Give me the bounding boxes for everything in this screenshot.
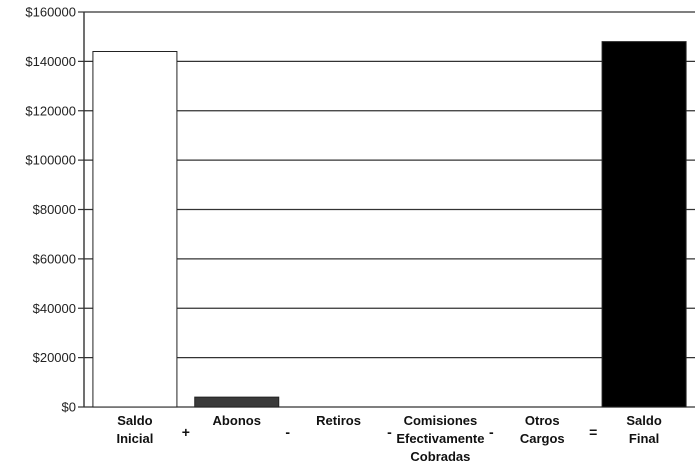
x-tick-label: Cobradas [410, 449, 470, 464]
bar [194, 396, 280, 408]
x-tick-label: Cargos [520, 431, 565, 446]
y-tick-label: $60000 [33, 251, 76, 266]
operator-label: = [589, 424, 597, 440]
y-tick-label: $120000 [25, 103, 76, 118]
x-tick-label: Efectivamente [396, 431, 484, 446]
y-tick-label: $20000 [33, 350, 76, 365]
operator-label: - [387, 424, 392, 440]
x-tick-label: Otros [525, 413, 560, 428]
x-tick-label: Final [629, 431, 659, 446]
gridlines [84, 11, 695, 408]
x-tick-label: Abonos [213, 413, 261, 428]
bar [601, 41, 687, 408]
y-tick-label: $40000 [33, 301, 76, 316]
y-tick-label: $100000 [25, 153, 76, 168]
y-tick-label: $140000 [25, 54, 76, 69]
x-axis-labels: Saldo Inicial Abonos Retiros Comisiones Efect… [116, 413, 661, 464]
operator-label: - [489, 424, 494, 440]
bars [92, 41, 687, 408]
y-tick-label: $0 [62, 400, 76, 415]
operator-label: - [285, 424, 290, 440]
x-tick-label: Comisiones [404, 413, 478, 428]
y-tick-label: $80000 [33, 202, 76, 217]
x-tick-label: Saldo [117, 413, 152, 428]
bar [92, 51, 178, 408]
x-tick-label: Inicial [116, 431, 153, 446]
operators: + - - - = [182, 424, 598, 440]
y-tick-label: $160000 [25, 5, 76, 20]
operator-label: + [182, 424, 190, 440]
x-tick-label: Retiros [316, 413, 361, 428]
y-axis: $0 $20000 $40000 $60000 $80000 $100000 $120000… [25, 5, 85, 415]
x-tick-label: Saldo [626, 413, 661, 428]
